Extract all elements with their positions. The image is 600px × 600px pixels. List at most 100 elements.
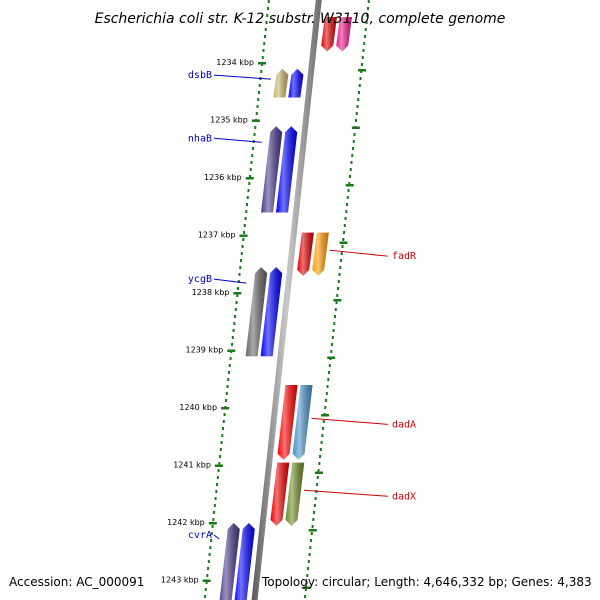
scale-tick-label: 1239 kbp (186, 346, 224, 355)
right-boundary-dots-dot (349, 168, 352, 171)
gene-label-leader (311, 417, 389, 425)
right-boundary-dots-dot (349, 175, 352, 178)
scale-tick-right (327, 356, 336, 359)
right-boundary-dots-dot (331, 336, 334, 339)
left-boundary-dots-dot (266, 14, 269, 17)
right-boundary-dots-dot (334, 308, 337, 311)
left-boundary-dots-dot (249, 168, 252, 171)
scale-tick-right (321, 414, 330, 417)
left-boundary-dots-dot (212, 518, 215, 521)
left-boundary-dots-dot (240, 259, 243, 262)
right-boundary-dots-dot (336, 294, 339, 297)
scale-tick-right (314, 471, 323, 474)
right-boundary-dots-dot (322, 427, 325, 430)
right-boundary-dots-dot (348, 182, 351, 185)
scale-tick-right (302, 586, 311, 589)
tick-layer: 1234 kbp 1235 kbp 1236 kbp 1237 kbp 1238 kbp… (161, 58, 366, 589)
right-boundary-dots-dot (305, 581, 308, 584)
left-boundary-dots-dot (229, 357, 232, 360)
gene-label-ycgB: ycgB (188, 274, 212, 285)
gene-label-leader (329, 249, 389, 257)
topology-text: Topology: circular; Length: 4,646,332 bp… (261, 575, 592, 589)
gene-arrow-shading (260, 267, 283, 357)
scale-tick-left (245, 177, 254, 180)
gene-arrow-shading (288, 68, 304, 98)
right-boundary-dots-dot (307, 567, 310, 570)
right-boundary-dots-dot (352, 140, 355, 143)
scale-tick-left (227, 349, 236, 352)
gene-arrow-shading (297, 232, 314, 276)
right-boundary-dots-dot (308, 553, 311, 556)
gene-arrow-shading (234, 523, 255, 600)
left-boundary-dots-dot (237, 287, 240, 290)
left-boundary-dots-dot (210, 539, 213, 542)
right-boundary-dots-dot (363, 42, 366, 45)
left-boundary-dots-dot (228, 371, 231, 374)
left-boundary-dots-dot (231, 336, 234, 339)
gene-arrow-shading (292, 385, 313, 460)
scale-tick-label: 1236 kbp (204, 173, 242, 182)
gene-label-nhaB: nhaB (188, 133, 212, 144)
gene-label-leader (213, 278, 247, 284)
left-boundary-dots-dot (221, 434, 224, 437)
right-boundary-dots-dot (362, 49, 365, 52)
right-boundary-dots-dot (310, 532, 313, 535)
gene-arrow (297, 232, 314, 276)
scale-tick-right (308, 529, 317, 532)
gene-arrow (277, 385, 298, 460)
left-boundary-dots-dot (219, 448, 222, 451)
accession-text: Accession: AC_000091 (9, 575, 144, 589)
left-boundary-dots-dot (222, 420, 225, 423)
right-boundary-dots-dot (346, 196, 349, 199)
left-boundary-dots-dot (213, 511, 216, 514)
left-boundary-dots-dot (225, 392, 228, 395)
scale-tick-label: 1234 kbp (216, 58, 254, 67)
left-boundary-dots-dot (253, 133, 256, 136)
left-boundary-dots-dot (250, 161, 253, 164)
right-boundary-dots-dot (357, 98, 360, 101)
left-boundary-dots-dot (248, 182, 251, 185)
right-boundary-dots-dot (358, 84, 361, 87)
right-boundary-dots-dot (340, 259, 343, 262)
left-boundary-dots-dot (208, 553, 211, 556)
scale-tick-right (358, 69, 366, 72)
left-boundary-dots-dot (262, 49, 265, 52)
gene-arrow-shading (321, 17, 337, 52)
left-boundary-dots-dot (254, 126, 257, 129)
gene-label-dadX: dadX (392, 491, 416, 502)
right-boundary-dots-dot (317, 469, 320, 472)
right-boundary-dots-dot (341, 245, 344, 248)
right-boundary-dots-dot (322, 420, 325, 423)
left-boundary-dots-dot (245, 210, 248, 213)
left-boundary-dots-dot (263, 35, 266, 38)
right-boundary-dots-dot (324, 406, 327, 409)
left-boundary-dots-dot (257, 98, 260, 101)
right-boundary-dots-dot (304, 588, 307, 591)
right-boundary-dots-dot (334, 315, 337, 318)
left-boundary-dots-dot (207, 560, 210, 563)
right-boundary-dots-dot (314, 497, 317, 500)
gene-arrow-shading (245, 267, 268, 357)
left-boundary-dots-dot (242, 238, 245, 241)
scale-tick-right (351, 126, 360, 129)
gene-arrow-shading (336, 17, 352, 52)
right-boundary-dots-dot (347, 189, 350, 192)
left-boundary-dots-dot (207, 567, 210, 570)
left-boundary-dots-dot (247, 189, 250, 192)
gene-arrow (336, 17, 352, 52)
scale-tick-left (258, 62, 266, 65)
right-boundary-dots-dot (326, 385, 329, 388)
right-boundary-dots-dot (330, 350, 333, 353)
left-boundary-dots-dot (249, 175, 252, 178)
scale-tick-right (339, 241, 348, 244)
right-boundary-dots-dot (338, 273, 341, 276)
gene-layer (219, 17, 352, 600)
gene-label-dsbB: dsbB (188, 70, 212, 81)
right-boundary-dots-dot (316, 476, 319, 479)
gene-arrow-shading (270, 462, 290, 526)
right-boundary-dots-dot (351, 154, 354, 157)
left-boundary-dots-dot (256, 105, 259, 108)
left-boundary-dots-dot (258, 91, 261, 94)
left-boundary-dots-dot (232, 329, 235, 332)
